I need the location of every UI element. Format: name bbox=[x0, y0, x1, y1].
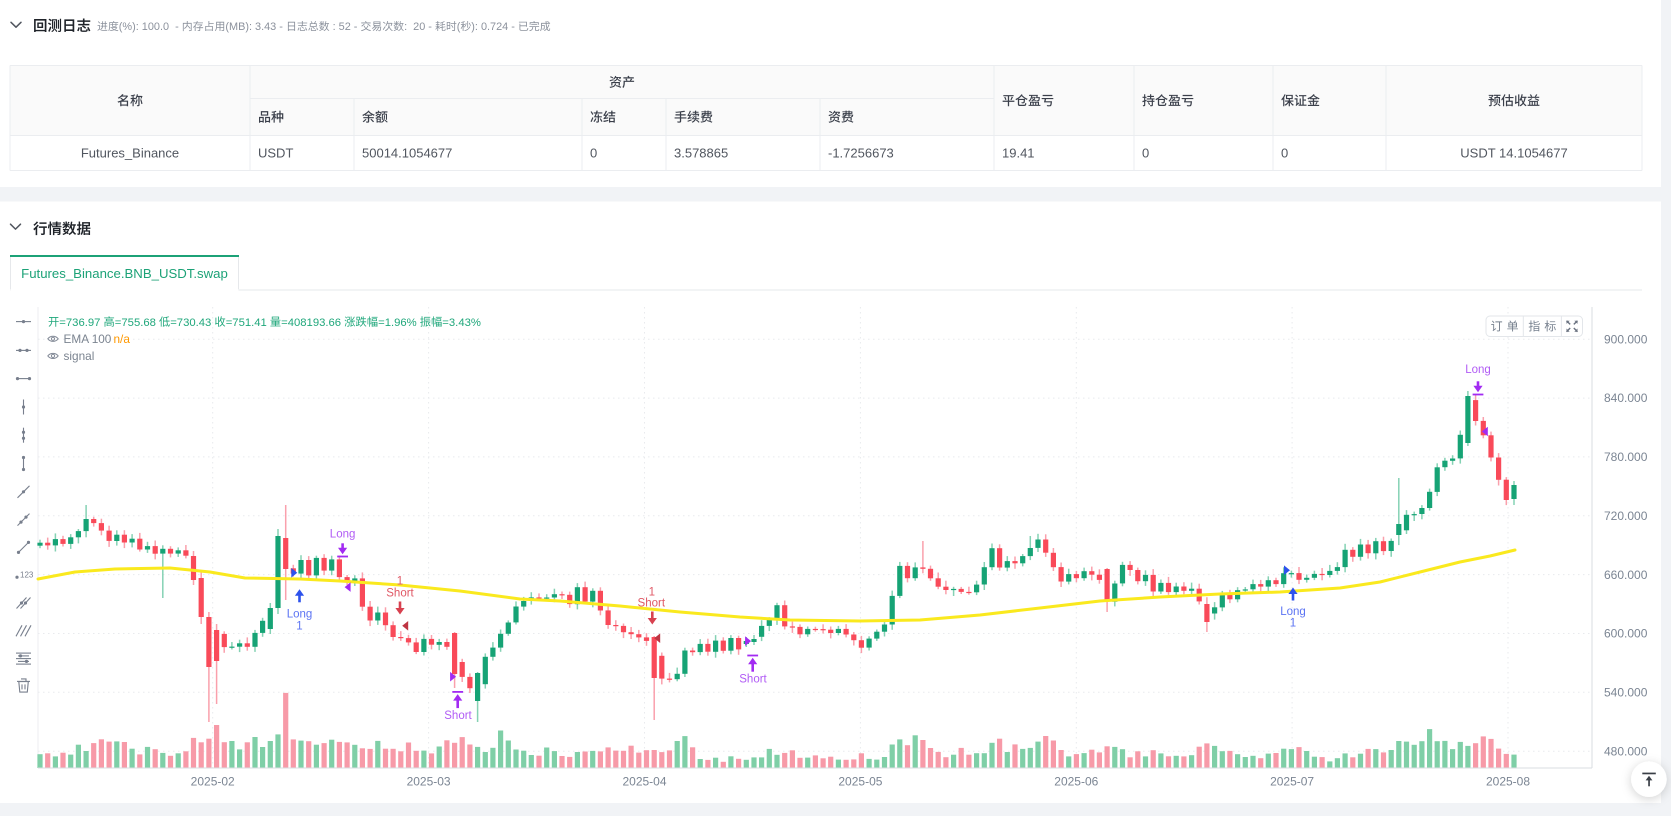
svg-text:660.000: 660.000 bbox=[1604, 568, 1648, 582]
svg-text:840.000: 840.000 bbox=[1604, 391, 1648, 405]
svg-text:: 52 -: : 52 - bbox=[330, 21, 361, 33]
svg-text:Short: Short bbox=[386, 587, 414, 599]
svg-text:=755.68: =755.68 bbox=[115, 317, 156, 329]
svg-text:: 20 -: : 20 - bbox=[404, 21, 435, 33]
svg-text:2025-07: 2025-07 bbox=[1270, 775, 1314, 789]
svg-text:(MB): 3.43 -: (MB): 3.43 - bbox=[225, 21, 286, 33]
svg-text:2025-02: 2025-02 bbox=[191, 775, 235, 789]
svg-text:123: 123 bbox=[20, 571, 34, 580]
svg-text:1: 1 bbox=[1290, 618, 1296, 630]
svg-text:(: ( bbox=[457, 21, 461, 33]
svg-text:3.578865: 3.578865 bbox=[674, 145, 728, 160]
svg-text:600.000: 600.000 bbox=[1604, 627, 1648, 641]
svg-text:n/a: n/a bbox=[114, 332, 131, 346]
svg-text:Long: Long bbox=[1465, 364, 1491, 376]
svg-text:2025-08: 2025-08 bbox=[1486, 775, 1530, 789]
svg-text:Long: Long bbox=[1280, 606, 1306, 618]
svg-text:480.000: 480.000 bbox=[1604, 744, 1648, 758]
svg-text:(%): 100.0 -: (%): 100.0 - bbox=[119, 21, 182, 33]
svg-text:): 0.724 -: ): 0.724 - bbox=[471, 21, 518, 33]
svg-text:900.000: 900.000 bbox=[1604, 332, 1648, 346]
svg-text:-1.7256673: -1.7256673 bbox=[828, 145, 894, 160]
svg-text:Futures_Binance.BNB_USDT.swap: Futures_Binance.BNB_USDT.swap bbox=[21, 266, 228, 281]
svg-text:50014.1054677: 50014.1054677 bbox=[362, 145, 452, 160]
svg-text:Long: Long bbox=[287, 608, 313, 620]
svg-text:1: 1 bbox=[397, 576, 403, 588]
svg-text:780.000: 780.000 bbox=[1604, 450, 1648, 464]
svg-text:720.000: 720.000 bbox=[1604, 509, 1648, 523]
svg-text:=3.43%: =3.43% bbox=[442, 317, 481, 329]
svg-text:USDT: USDT bbox=[258, 145, 293, 160]
svg-text:1: 1 bbox=[296, 620, 302, 632]
svg-text:1: 1 bbox=[649, 587, 655, 599]
svg-text:0: 0 bbox=[590, 145, 597, 160]
svg-text:2025-05: 2025-05 bbox=[838, 775, 882, 789]
svg-text:0: 0 bbox=[1142, 145, 1149, 160]
svg-text:2025-04: 2025-04 bbox=[622, 775, 666, 789]
svg-text:=408193.66: =408193.66 bbox=[281, 317, 341, 329]
svg-text:=1.96%: =1.96% bbox=[378, 317, 417, 329]
svg-text:19.41: 19.41 bbox=[1002, 145, 1035, 160]
svg-text:2025-03: 2025-03 bbox=[407, 775, 451, 789]
svg-text:EMA 100: EMA 100 bbox=[64, 332, 112, 346]
svg-text:Short: Short bbox=[739, 674, 767, 686]
svg-text:2025-06: 2025-06 bbox=[1054, 775, 1098, 789]
svg-text:Short: Short bbox=[444, 710, 472, 722]
svg-text:Long: Long bbox=[330, 529, 356, 541]
svg-text:USDT 14.1054677: USDT 14.1054677 bbox=[1460, 145, 1567, 160]
svg-text:=751.41: =751.41 bbox=[226, 317, 267, 329]
svg-text:540.000: 540.000 bbox=[1604, 686, 1648, 700]
svg-text:Short: Short bbox=[638, 598, 666, 610]
svg-text:=730.43: =730.43 bbox=[170, 317, 211, 329]
svg-text:0: 0 bbox=[1281, 145, 1288, 160]
svg-text:Futures_Binance: Futures_Binance bbox=[81, 145, 179, 160]
svg-text:=736.97: =736.97 bbox=[59, 317, 100, 329]
svg-text:signal: signal bbox=[64, 349, 95, 363]
